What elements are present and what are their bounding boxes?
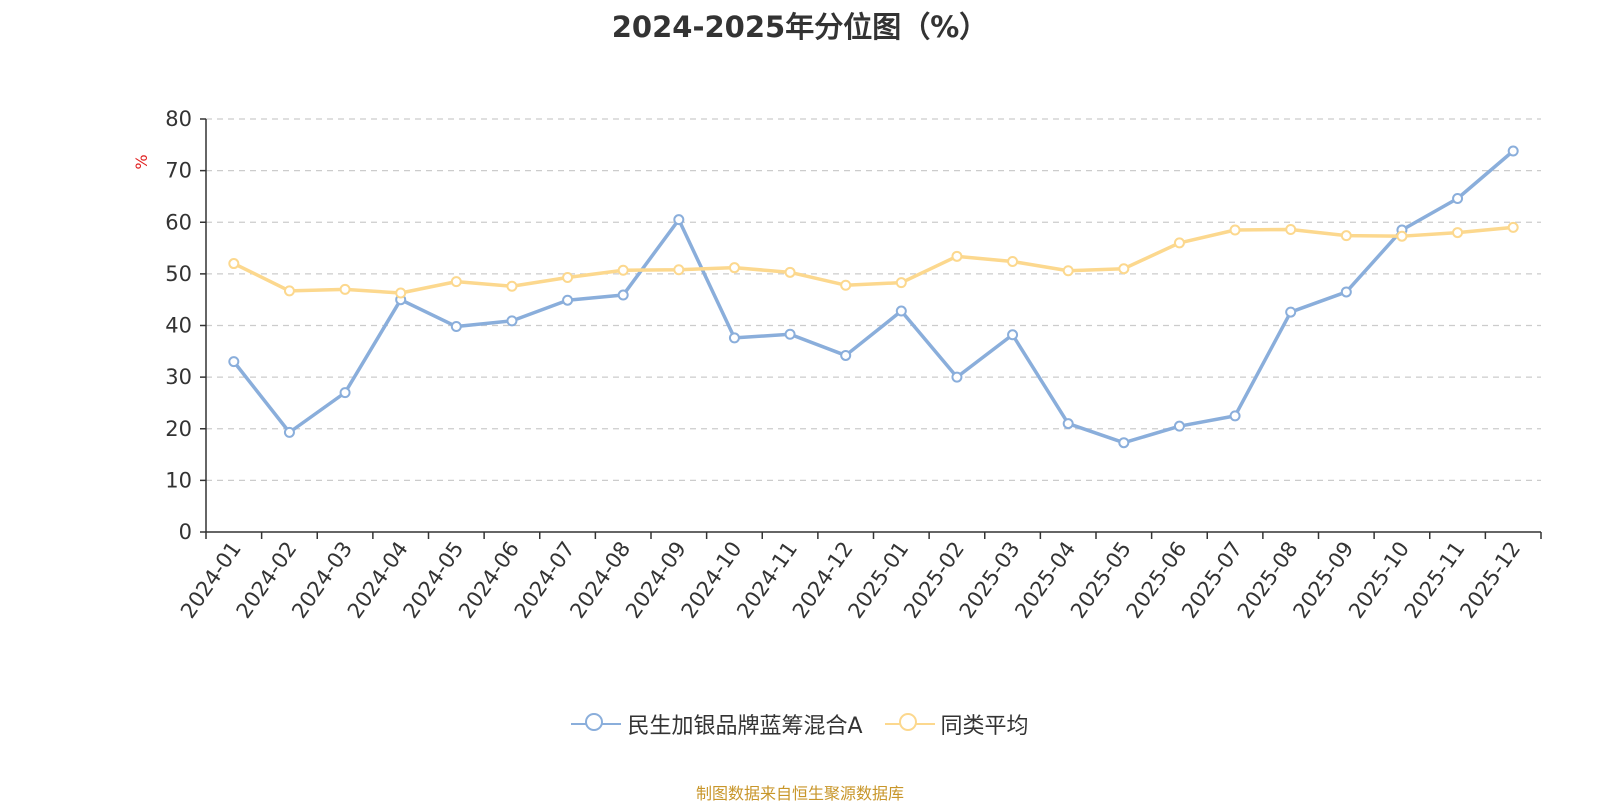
y-tick-label-60: 60	[165, 210, 192, 234]
series-1-point-2024-05	[450, 276, 462, 288]
series-0-point-2025-08	[1285, 306, 1297, 318]
series-1-point-2024-08	[617, 264, 629, 276]
series-1-point-2024-06	[506, 280, 518, 292]
series-0-point-2024-07	[562, 294, 574, 306]
series-0-point-2025-06	[1173, 420, 1185, 432]
series-1-point-2025-04	[1062, 265, 1074, 277]
series-1-point-2025-10	[1396, 230, 1408, 242]
series-0-point-2025-12	[1507, 145, 1519, 157]
series-1-point-2025-01	[895, 277, 907, 289]
series-0-point-2025-03	[1007, 329, 1019, 341]
y-tick-label-20: 20	[165, 417, 192, 441]
y-tick-label-70: 70	[165, 159, 192, 183]
series-1-point-2025-05	[1118, 263, 1130, 275]
series-0-point-2024-11	[784, 328, 796, 340]
series-1-point-2025-08	[1285, 223, 1297, 235]
series-1-point-2025-03	[1007, 255, 1019, 267]
series-1-point-2024-03	[339, 283, 351, 295]
legend-swatch-series-b	[884, 711, 935, 737]
y-tick-label-50: 50	[165, 262, 192, 286]
series-1-point-2024-09	[673, 264, 685, 276]
series-0-point-2025-05	[1118, 437, 1130, 449]
legend-label-series-b: 同类平均	[940, 714, 1029, 739]
series-0-point-2025-07	[1229, 410, 1241, 422]
series-0-point-2025-02	[951, 371, 963, 383]
series-0-point-2024-08	[617, 289, 629, 301]
series-line-1	[233, 225, 1514, 295]
series-0-point-2025-01	[895, 305, 907, 317]
series-1-point-2024-02	[283, 285, 295, 297]
series-1-point-2025-12	[1507, 221, 1519, 233]
series-0-point-2025-11	[1452, 193, 1464, 205]
series-line-0	[232, 149, 1515, 445]
series-0-point-2024-10	[728, 332, 740, 344]
series-0-point-2024-02	[283, 426, 295, 438]
series-1-point-2024-12	[840, 279, 852, 291]
grid-layer	[206, 118, 1541, 481]
legend-swatch-series-a	[571, 711, 622, 737]
series-0-point-2024-05	[450, 321, 462, 333]
chart-title: 2024-2025年分位图（%）	[611, 10, 989, 44]
y-tick-label-10: 10	[165, 468, 192, 492]
legend-item-series-b[interactable]: 同类平均	[884, 708, 1029, 740]
legend-label-series-a: 民生加银品牌蓝筹混合A	[627, 714, 863, 739]
series-0-point-2025-09	[1340, 286, 1352, 298]
series-1-point-2025-07	[1229, 224, 1241, 236]
series-1-point-2025-02	[951, 250, 963, 262]
series-1-point-2024-07	[562, 271, 574, 283]
y-axis-label: %	[132, 154, 151, 169]
source-note: 制图数据来自恒生聚源数据库	[695, 784, 904, 803]
y-tick-label-80: 80	[165, 107, 192, 131]
legend: 民生加银品牌蓝筹混合A 同类平均	[0, 708, 1600, 740]
y-tick-label-40: 40	[165, 314, 192, 338]
y-tick-label-30: 30	[165, 365, 192, 389]
series-0-point-2024-03	[339, 387, 351, 399]
series-1-point-2024-10	[728, 262, 740, 274]
series-1-point-2024-04	[395, 287, 407, 299]
series-1-point-2025-09	[1340, 230, 1352, 242]
legend-item-series-a[interactable]: 民生加银品牌蓝筹混合A	[571, 708, 863, 740]
series-1-point-2025-11	[1452, 227, 1464, 239]
series-1-point-2024-11	[784, 266, 796, 278]
series-0-point-2024-01	[228, 356, 240, 368]
series-0-point-2024-06	[506, 315, 518, 327]
series-0-point-2024-12	[840, 349, 852, 361]
axis-layer: 01020304050607080%2024-012024-022024-032…	[132, 107, 1542, 623]
series-0-point-2024-09	[673, 214, 685, 226]
y-tick-label-0: 0	[179, 520, 192, 544]
series-1-point-2024-01	[228, 258, 240, 270]
series-layer	[228, 145, 1519, 449]
series-0-point-2025-04	[1062, 418, 1074, 430]
series-1-point-2025-06	[1173, 237, 1185, 249]
